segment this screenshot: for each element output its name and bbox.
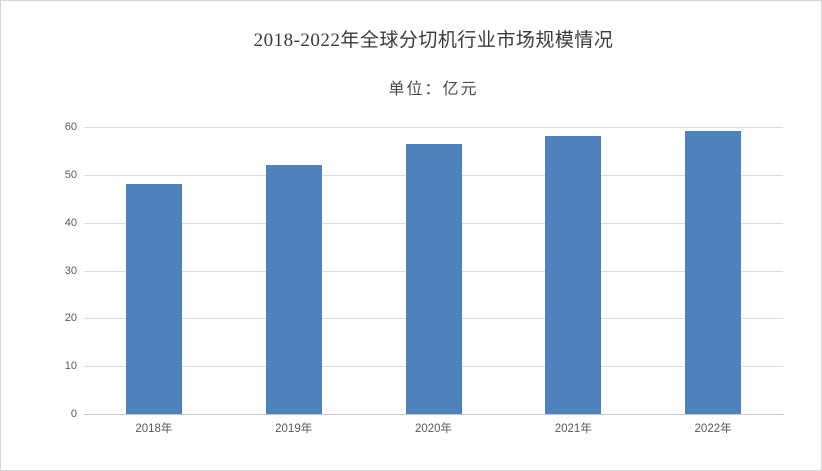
chart-unit-label: 单位：亿元: [388, 81, 479, 98]
y-axis-tick-label: 0: [70, 408, 77, 420]
bar-2018年: [125, 184, 182, 414]
y-axis-tick-label: 60: [64, 121, 77, 133]
chart-title: 2018-2022年全球分切机行业市场规模情况: [253, 30, 614, 51]
x-axis-tick-label: 2022年: [694, 423, 732, 435]
bar-2021年: [545, 136, 602, 414]
bar-2022年: [685, 130, 742, 414]
plot-area: [84, 127, 783, 415]
gridline-y-0: [84, 414, 783, 415]
y-axis-tick-label: 40: [64, 216, 77, 229]
x-axis-tick-label: 2021年: [554, 423, 592, 435]
x-axis-tick-label: 2019年: [275, 423, 313, 435]
y-axis-tick-label: 30: [64, 264, 77, 277]
x-axis-tick-label: 2018年: [135, 423, 173, 435]
bar-2019年: [265, 165, 322, 414]
gridline-y-60: [84, 127, 783, 128]
y-axis-tick-label: 10: [64, 360, 77, 373]
y-axis-tick-label: 20: [64, 312, 77, 325]
bar-2020年: [405, 143, 462, 414]
y-axis-tick-label: 50: [64, 168, 77, 181]
x-axis-tick-label: 2020年: [414, 423, 453, 435]
